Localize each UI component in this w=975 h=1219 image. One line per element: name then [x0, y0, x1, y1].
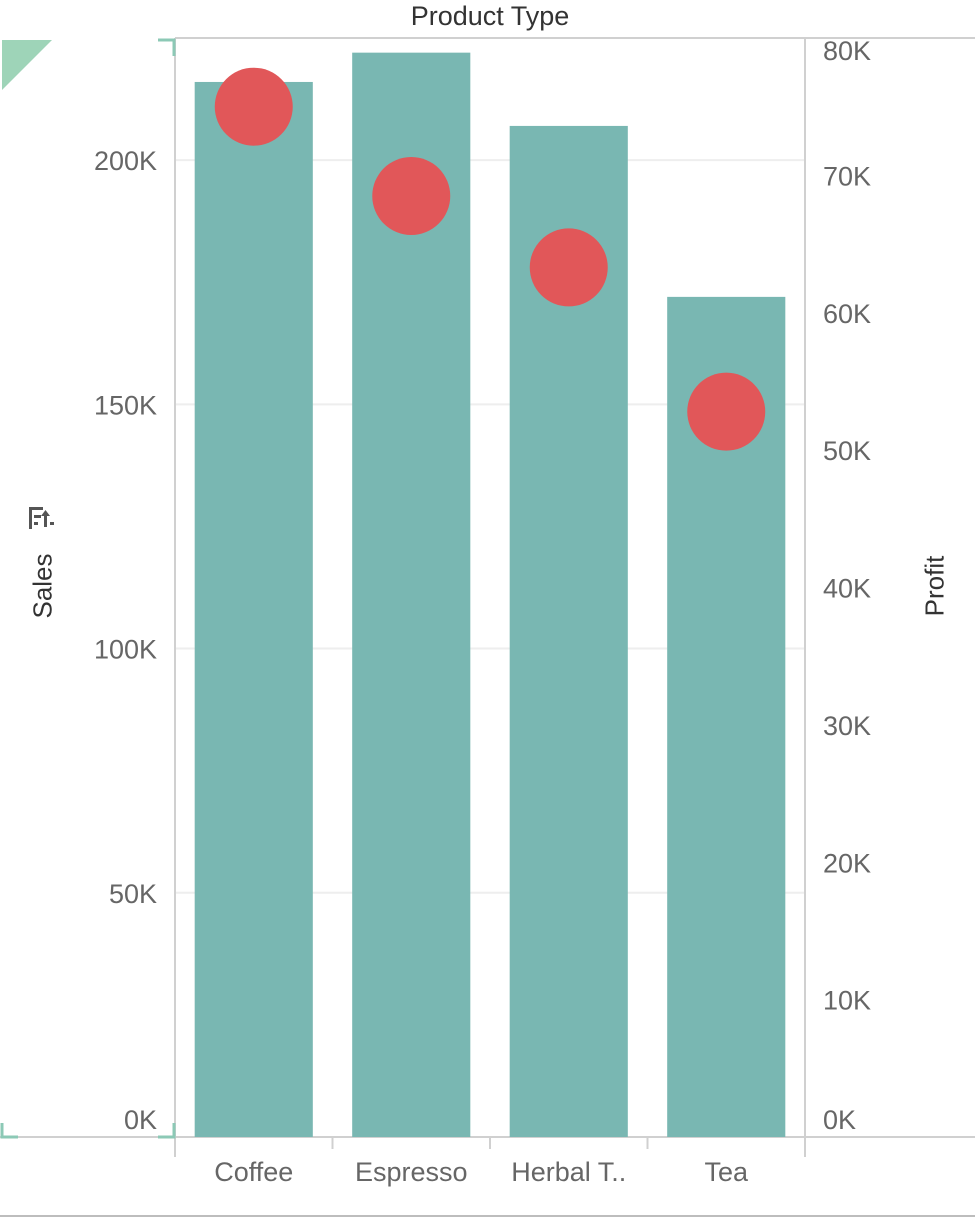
y-tick-label: 0K: [124, 1105, 157, 1135]
y2-tick-label: 30K: [823, 711, 871, 741]
category-label: Tea: [704, 1157, 749, 1187]
profit-mark-coffee: [214, 67, 293, 146]
y2-tick-label: 10K: [823, 986, 871, 1016]
y2-tick-label: 60K: [823, 299, 871, 329]
profit-mark-herbal-t-: [529, 228, 608, 307]
category-label: Coffee: [214, 1157, 293, 1187]
sort-icon[interactable]: [28, 505, 56, 531]
corner-bracket-top-right: [158, 38, 176, 56]
y2-tick-label: 50K: [823, 436, 871, 466]
y2-tick-label: 80K: [823, 36, 871, 66]
category-label: Herbal T..: [511, 1157, 626, 1187]
y-tick-label: 50K: [109, 879, 157, 909]
y2-tick-label: 70K: [823, 161, 871, 191]
profit-mark-espresso: [372, 156, 451, 235]
y-tick-label: 150K: [94, 390, 157, 420]
y2-tick-label: 20K: [823, 848, 871, 878]
footer-divider: [0, 1215, 975, 1217]
y2-tick-label: 40K: [823, 574, 871, 604]
column-header-title: Product Type: [410, 1, 570, 31]
y-tick-label: 200K: [94, 146, 157, 176]
corner-bracket-bottom-left: [0, 1123, 18, 1139]
y2-tick-label: 0K: [823, 1105, 856, 1135]
corner-triangle: [2, 40, 52, 90]
bar-coffee: [194, 81, 313, 1138]
profit-mark-tea: [687, 372, 766, 451]
corner-bracket-bottom-right: [158, 1123, 176, 1139]
y-tick-label: 100K: [94, 635, 157, 665]
category-label: Espresso: [355, 1157, 468, 1187]
